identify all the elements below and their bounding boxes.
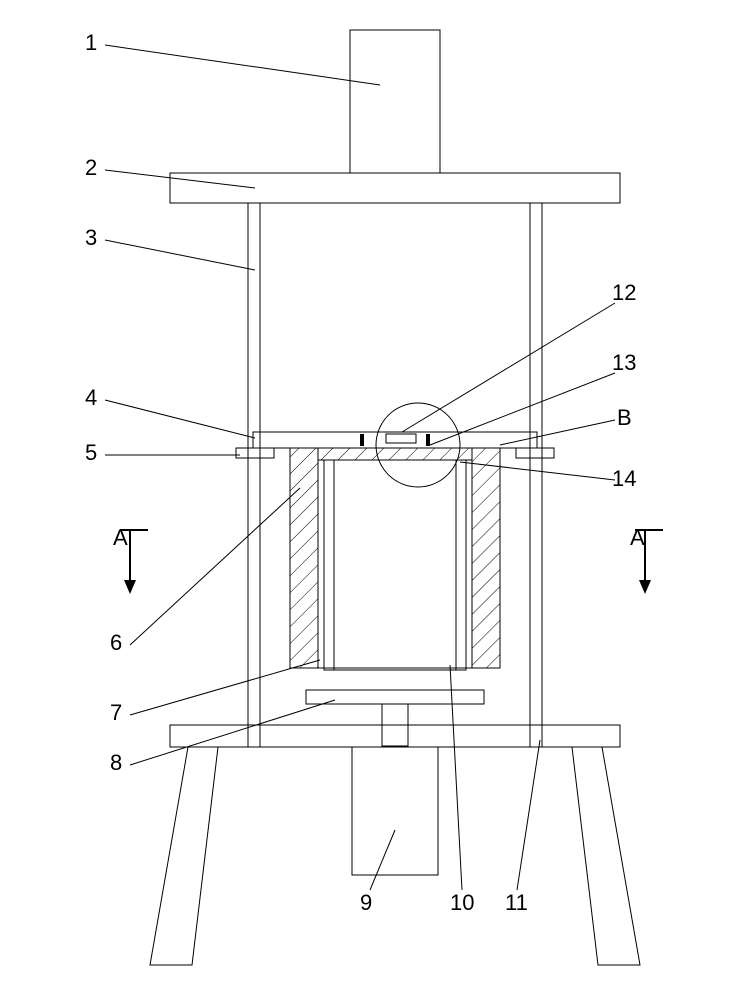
- callout-n1: [105, 45, 380, 85]
- label-n6: 6: [110, 630, 122, 655]
- callout-n7: [130, 660, 320, 715]
- pin-1: [426, 434, 430, 446]
- top-plate: [170, 173, 620, 203]
- column-left: [248, 203, 260, 725]
- label-nA2: A: [630, 525, 645, 550]
- inner-sleeve-cavity: [334, 460, 456, 670]
- nut-left: [236, 448, 274, 458]
- label-n8: 8: [110, 750, 122, 775]
- hatched-ring: [318, 448, 472, 460]
- column-right: [530, 203, 542, 725]
- label-n5: 5: [85, 440, 97, 465]
- outer-sleeve-wall-right: [472, 448, 500, 668]
- pin-0: [360, 434, 364, 446]
- top-block: [350, 30, 440, 173]
- outer-sleeve: [290, 448, 500, 668]
- outer-sleeve-wall-left: [290, 448, 318, 668]
- label-n3: 3: [85, 225, 97, 250]
- label-nA1: A: [113, 525, 128, 550]
- outer-sleeve-cavity: [318, 448, 472, 668]
- label-n9: 9: [360, 890, 372, 915]
- label-n7: 7: [110, 700, 122, 725]
- nut-right: [516, 448, 554, 458]
- inner-sleeve: [324, 460, 466, 670]
- feed-plate: [306, 690, 484, 704]
- callout-n11: [517, 740, 540, 890]
- label-n10: 10: [450, 890, 474, 915]
- callout-n9: [370, 830, 395, 890]
- callout-n6: [130, 488, 300, 645]
- callout-n10: [450, 665, 462, 890]
- callout-n4: [105, 400, 255, 438]
- detail-circle: [376, 403, 460, 487]
- label-nB: B: [617, 405, 632, 430]
- leg-left: [150, 747, 218, 965]
- section-arrowhead-left: [124, 580, 136, 594]
- callout-n8: [130, 700, 335, 765]
- base-plate: [170, 725, 620, 747]
- callout-n12: [402, 303, 615, 432]
- callout-n13: [430, 373, 615, 445]
- label-n14: 14: [612, 466, 636, 491]
- label-n1: 1: [85, 30, 97, 55]
- label-n4: 4: [85, 385, 97, 410]
- label-n12: 12: [612, 280, 636, 305]
- section-arrowhead-right: [639, 580, 651, 594]
- leg-right: [572, 747, 640, 965]
- label-n11: 11: [505, 890, 528, 915]
- slot: [386, 434, 416, 443]
- label-n2: 2: [85, 155, 97, 180]
- bottom-block: [352, 747, 438, 875]
- label-n13: 13: [612, 350, 636, 375]
- callout-n3: [105, 240, 255, 270]
